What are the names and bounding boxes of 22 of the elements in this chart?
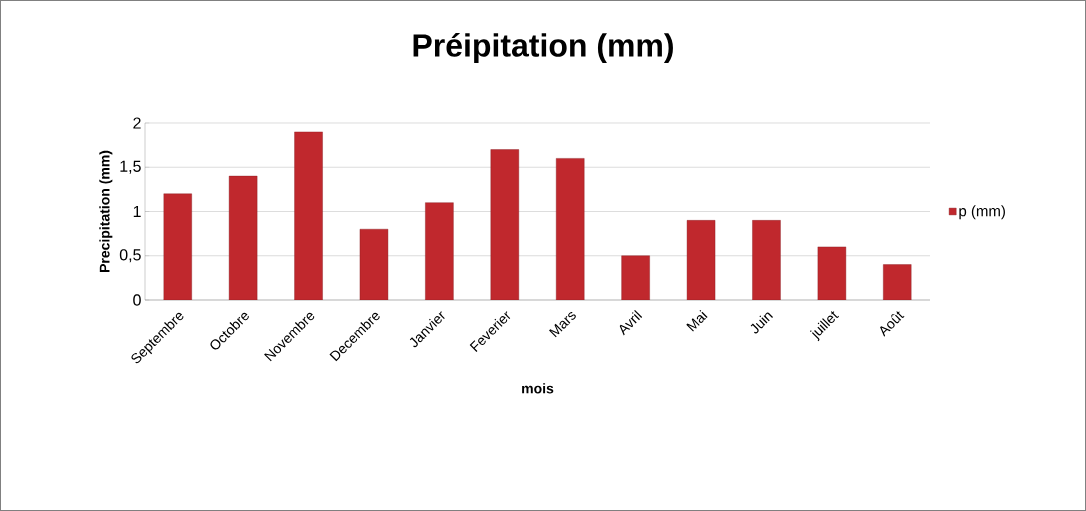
bar <box>425 202 454 300</box>
x-axis-title: mois <box>522 383 554 394</box>
bar <box>556 158 585 300</box>
chart-title: Préipitation (mm) <box>413 32 673 64</box>
y-tick-label: 0,5 <box>119 249 141 263</box>
bar <box>490 149 519 300</box>
y-axis-title: Precipitation (mm) <box>99 150 113 273</box>
bar <box>883 264 912 300</box>
bar <box>621 255 650 300</box>
y-tick-label: 0 <box>133 294 141 306</box>
bar <box>359 229 389 300</box>
y-tick-label: 2 <box>133 117 141 129</box>
bar <box>294 131 323 300</box>
bar <box>686 220 716 300</box>
x-tick-label: Mai <box>686 309 708 332</box>
x-tick-label: Juin <box>750 312 773 334</box>
bar <box>752 220 781 300</box>
bar <box>163 193 192 300</box>
bar <box>228 175 258 300</box>
y-tick-label: 1,5 <box>120 160 141 174</box>
legend-label: p (mm) <box>959 205 1005 220</box>
y-tick-label: 1 <box>133 205 141 217</box>
